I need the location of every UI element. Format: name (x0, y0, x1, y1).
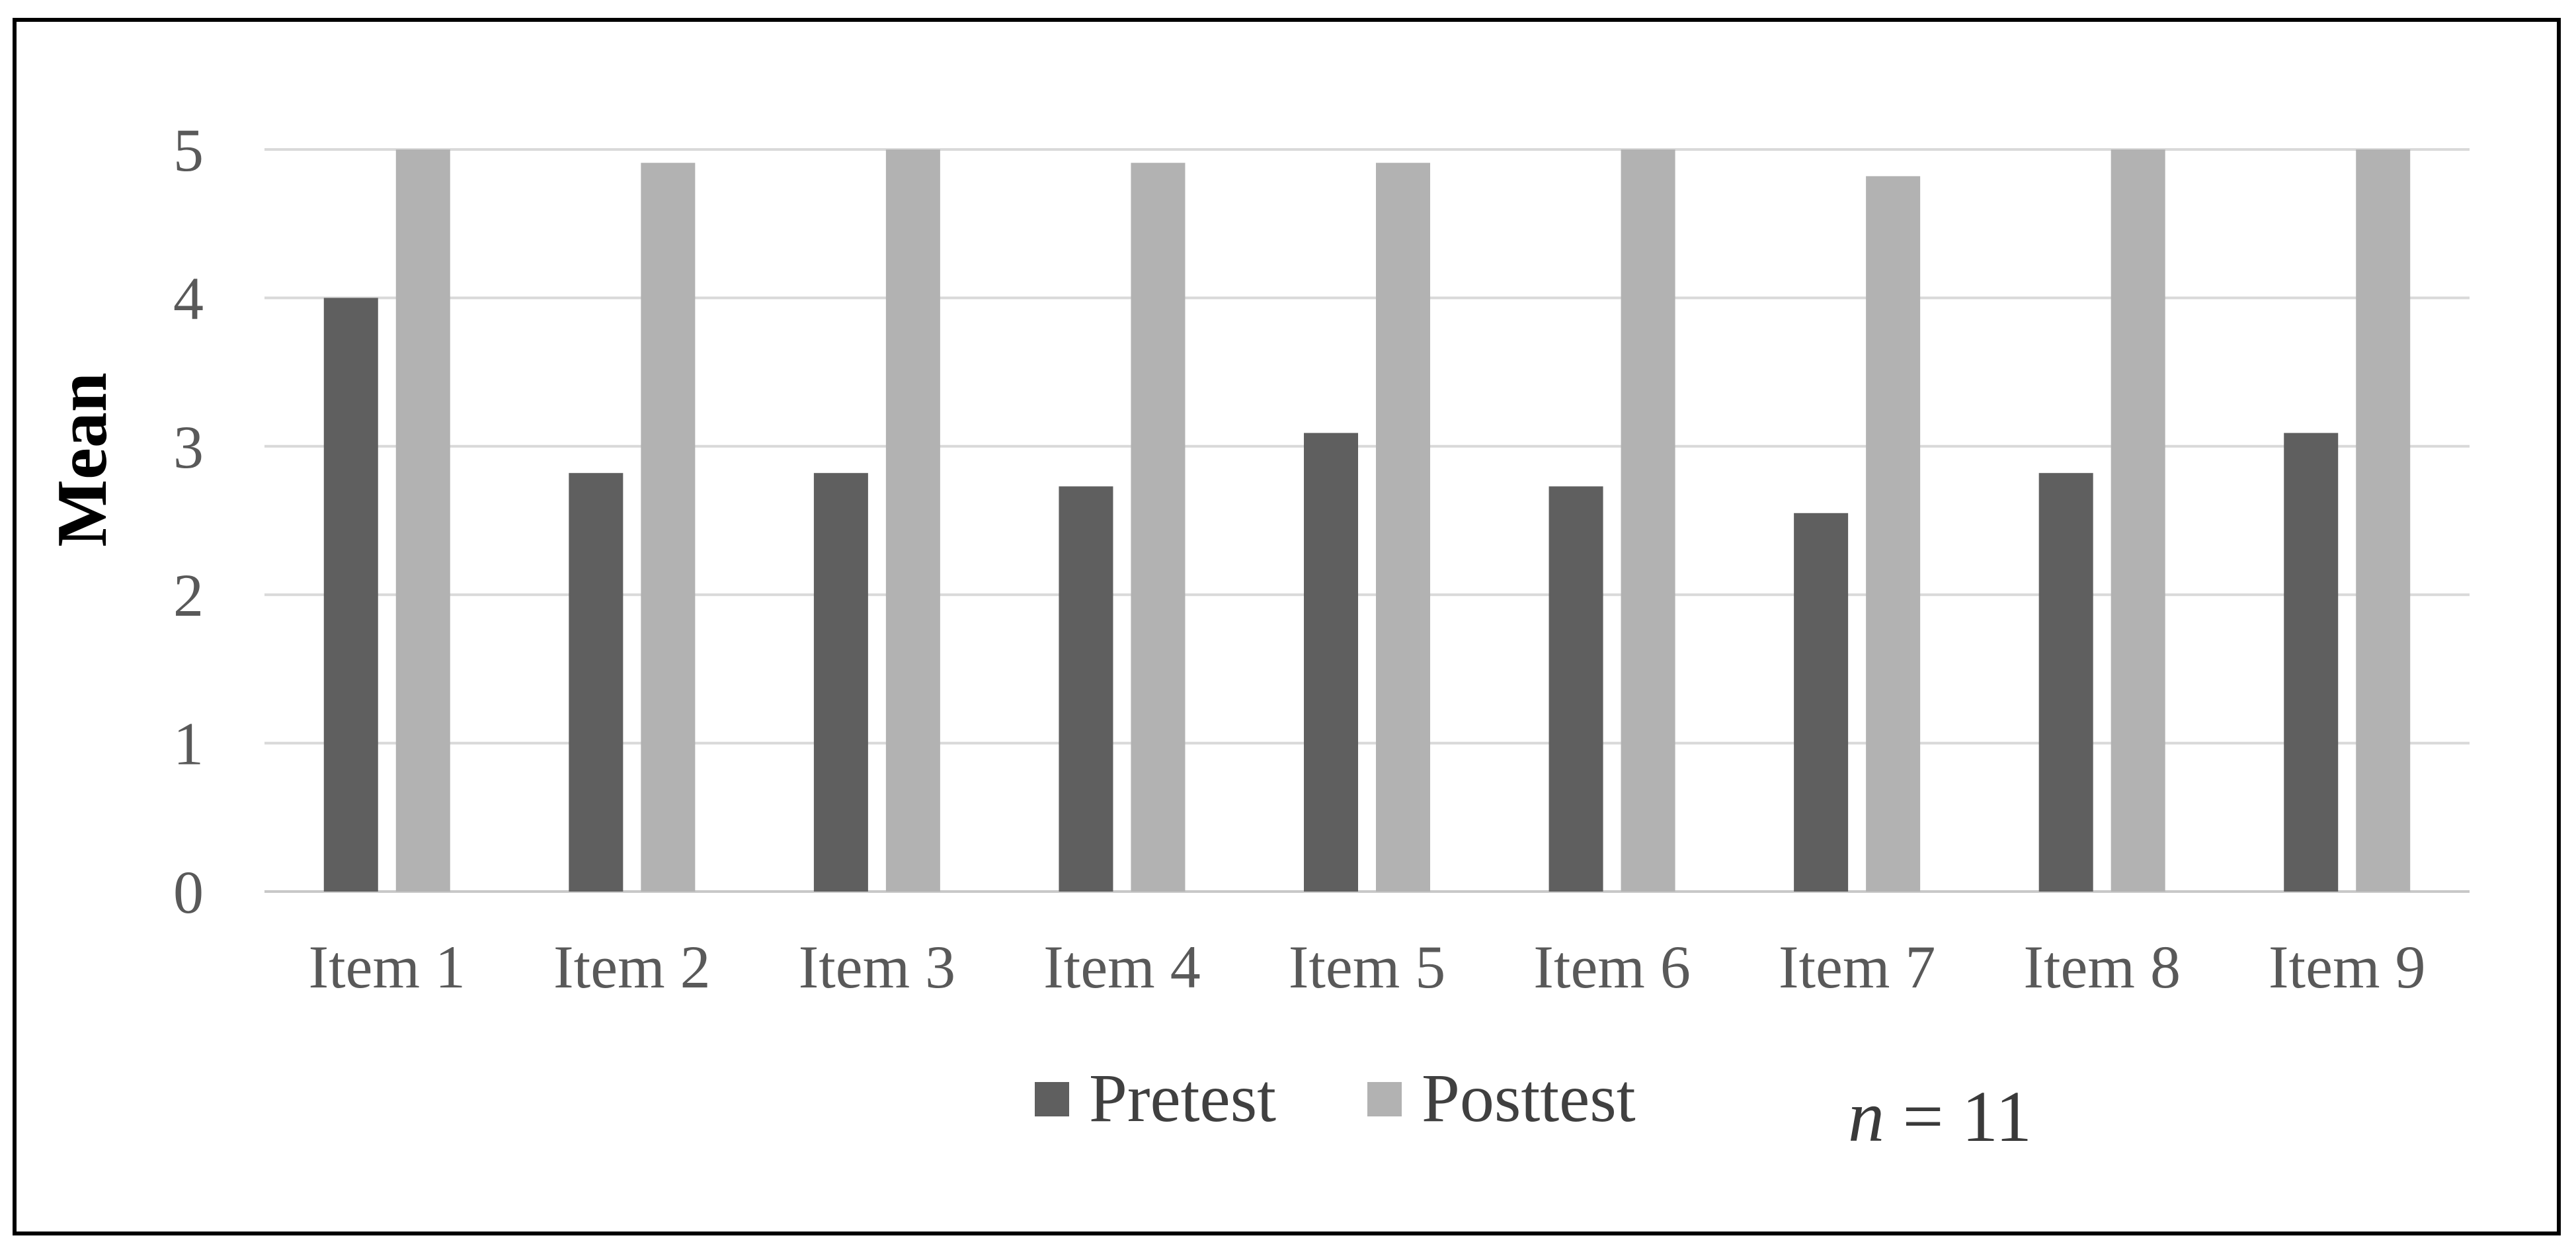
x-tick-label: Item 9 (2269, 933, 2426, 1001)
legend-label-posttest: Posttest (1422, 1060, 1636, 1136)
bar-pretest (1549, 486, 1603, 892)
y-tick-label: 0 (173, 858, 204, 926)
bar-posttest (885, 149, 940, 892)
x-tick-label: Item 1 (308, 933, 465, 1001)
x-tick-label: Item 3 (799, 933, 956, 1001)
legend-label-pretest: Pretest (1089, 1060, 1276, 1136)
bar-pretest (1304, 433, 1358, 892)
bar-pretest (813, 473, 868, 892)
bar-pretest (1059, 486, 1113, 892)
x-axis-ticks: Item 1 Item 2 Item 3 Item 4 Item 5 Item 6 Item… (308, 933, 2425, 1001)
y-axis-ticks: 0 1 2 3 4 5 (173, 116, 204, 926)
y-tick-label: 1 (173, 710, 204, 778)
legend: Pretest Posttest (1035, 1060, 1636, 1136)
x-tick-label: Item 6 (1533, 933, 1691, 1001)
bar-posttest (641, 163, 696, 892)
legend-swatch-pretest (1035, 1082, 1069, 1116)
bar-pretest (2038, 473, 2093, 892)
gridlines (264, 148, 2470, 893)
bar-posttest (395, 149, 450, 892)
bar-pretest (323, 298, 378, 892)
bar-pretest (569, 473, 624, 892)
y-tick-label: 5 (173, 116, 204, 184)
x-tick-label: Item 5 (1289, 933, 1446, 1001)
legend-swatch-posttest (1367, 1082, 1402, 1116)
bar-posttest (1866, 176, 1921, 892)
bar-posttest (2111, 149, 2165, 892)
x-tick-label: Item 4 (1043, 933, 1201, 1001)
bar-pretest (1794, 513, 1849, 892)
bar-pretest (2284, 433, 2339, 892)
bars (323, 149, 2411, 892)
bar-posttest (1376, 163, 1430, 892)
bar-posttest (2356, 149, 2411, 892)
y-tick-label: 2 (173, 562, 204, 629)
x-tick-label: Item 8 (2023, 933, 2181, 1001)
y-axis-label: Mean (43, 372, 122, 547)
sample-size-value: = 11 (1884, 1076, 2032, 1157)
y-tick-label: 4 (173, 265, 204, 332)
bar-posttest (1131, 163, 1186, 892)
x-tick-label: Item 7 (1779, 933, 1936, 1001)
x-tick-label: Item 2 (553, 933, 711, 1001)
bar-posttest (1621, 149, 1675, 892)
sample-size-annotation: n = 11 (1848, 1076, 2032, 1157)
sample-size-variable: n (1848, 1076, 1884, 1157)
y-tick-label: 3 (173, 413, 204, 481)
